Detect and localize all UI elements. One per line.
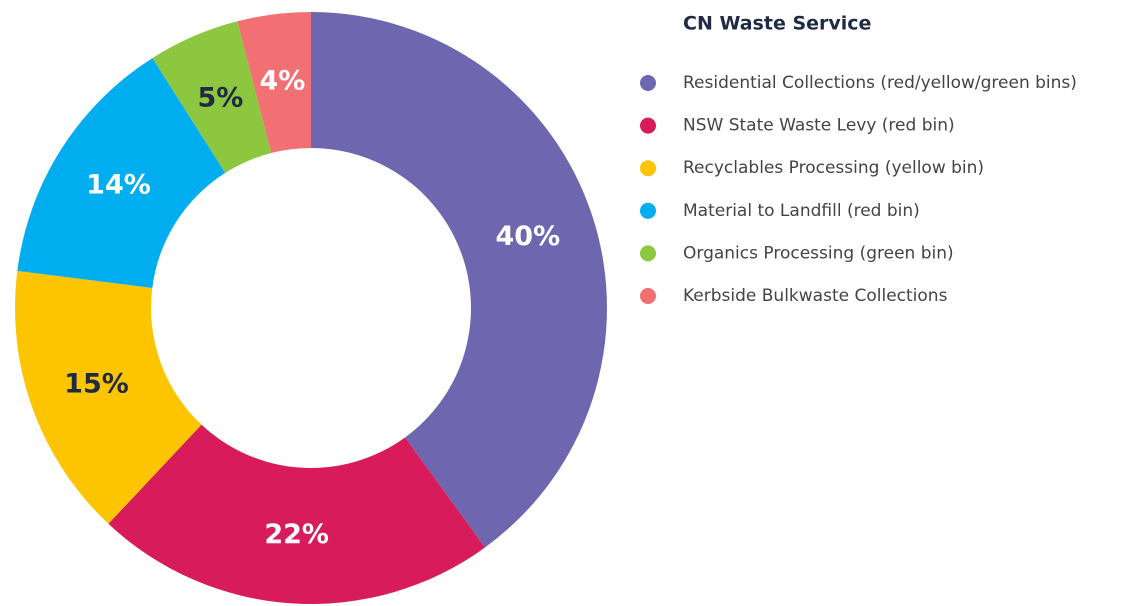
data-label: 15% bbox=[64, 369, 129, 400]
slice bbox=[152, 21, 272, 173]
legend-marker bbox=[640, 288, 656, 304]
data-label: 4% bbox=[260, 65, 306, 96]
legend-marker bbox=[640, 245, 656, 262]
legend-label: Recyclables Processing (yellow bin) bbox=[683, 158, 984, 178]
legend-marker bbox=[640, 202, 656, 219]
legend-label: Kerbside Bulkwaste Collections bbox=[683, 286, 948, 306]
data-label: 14% bbox=[86, 169, 151, 200]
legend-label: NSW State Waste Levy (red bin) bbox=[683, 116, 955, 136]
legend-label: Material to Landfill (red bin) bbox=[683, 201, 920, 221]
slice bbox=[14, 270, 202, 524]
legend-marker bbox=[640, 75, 656, 91]
legend-label: Residential Collections (red/yellow/gree… bbox=[683, 73, 1077, 93]
slice bbox=[237, 12, 311, 154]
slice bbox=[311, 12, 608, 548]
data-label: 40% bbox=[496, 221, 561, 252]
legend-marker bbox=[640, 160, 656, 177]
slice bbox=[17, 58, 226, 288]
legend-marker bbox=[640, 117, 656, 134]
data-label: 22% bbox=[264, 519, 329, 550]
data-label: 5% bbox=[198, 82, 244, 113]
chart-title: CN Waste Service bbox=[683, 13, 871, 35]
legend-label: Organics Processing (green bin) bbox=[683, 243, 954, 263]
slice bbox=[108, 424, 485, 604]
